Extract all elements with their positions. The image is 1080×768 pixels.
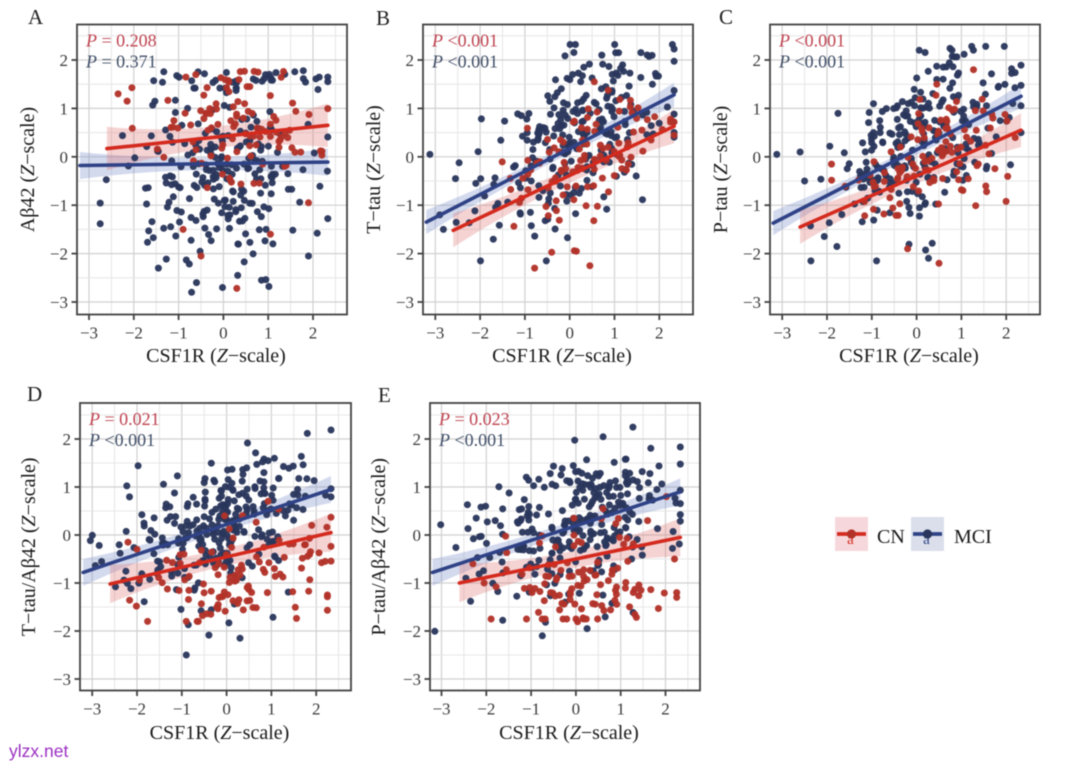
svg-text:Aβ42 (Z−scale): Aβ42 (Z−scale) [17, 107, 39, 232]
svg-text:−1: −1 [743, 196, 761, 215]
svg-text:2: 2 [753, 51, 762, 70]
svg-text:2: 2 [1002, 324, 1011, 343]
svg-text:0: 0 [413, 526, 422, 545]
svg-text:ylzx.net: ylzx.net [9, 741, 68, 761]
svg-text:−3: −3 [396, 293, 414, 312]
svg-text:P <0.001: P <0.001 [438, 430, 505, 450]
svg-text:2: 2 [413, 430, 422, 449]
svg-text:2: 2 [60, 51, 69, 70]
svg-text:T−tau/Aβ42 (Z−scale): T−tau/Aβ42 (Z−scale) [18, 457, 40, 636]
svg-text:0: 0 [219, 324, 228, 343]
svg-text:1: 1 [753, 99, 762, 118]
svg-text:CSF1R (Z−scale): CSF1R (Z−scale) [492, 345, 632, 367]
svg-text:−2: −2 [50, 245, 68, 264]
svg-text:−1: −1 [173, 700, 191, 719]
svg-text:−2: −2 [743, 245, 761, 264]
svg-text:−2: −2 [396, 245, 414, 264]
svg-text:2: 2 [309, 324, 318, 343]
svg-text:0: 0 [222, 700, 231, 719]
svg-text:P = 0.208: P = 0.208 [85, 31, 157, 51]
svg-text:a: a [847, 532, 854, 548]
svg-text:1: 1 [60, 99, 69, 118]
svg-text:E: E [378, 383, 391, 407]
svg-text:CSF1R (Z−scale): CSF1R (Z−scale) [499, 722, 639, 744]
svg-text:A: A [28, 5, 44, 29]
svg-text:P = 0.023: P = 0.023 [438, 409, 510, 429]
svg-text:1: 1 [63, 478, 72, 497]
svg-text:P <0.001: P <0.001 [778, 31, 845, 51]
svg-text:0: 0 [912, 324, 921, 343]
svg-text:P−tau (Z−scale): P−tau (Z−scale) [710, 106, 732, 234]
svg-text:1: 1 [616, 700, 625, 719]
svg-text:a: a [923, 532, 930, 548]
svg-text:0: 0 [572, 700, 581, 719]
svg-text:0: 0 [406, 148, 415, 167]
svg-text:1: 1 [267, 700, 276, 719]
svg-text:T−tau (Z−scale): T−tau (Z−scale) [363, 105, 385, 234]
svg-text:−2: −2 [128, 700, 146, 719]
svg-text:P−tau/Aβ42 (Z−scale): P−tau/Aβ42 (Z−scale) [368, 458, 390, 636]
svg-text:−3: −3 [773, 324, 791, 343]
svg-text:−1: −1 [516, 324, 534, 343]
svg-text:P <0.001: P <0.001 [431, 31, 498, 51]
svg-text:−1: −1 [396, 196, 414, 215]
svg-text:P <0.001: P <0.001 [88, 430, 155, 450]
svg-text:0: 0 [60, 148, 69, 167]
svg-text:P = 0.021: P = 0.021 [88, 409, 160, 429]
svg-text:B: B [376, 6, 390, 30]
svg-text:−2: −2 [818, 324, 836, 343]
svg-text:1: 1 [264, 324, 273, 343]
svg-text:CN: CN [877, 526, 905, 548]
svg-text:1: 1 [413, 478, 422, 497]
svg-text:CSF1R (Z−scale): CSF1R (Z−scale) [839, 345, 979, 367]
svg-text:−1: −1 [403, 574, 421, 593]
svg-text:P <0.001: P <0.001 [431, 52, 498, 72]
svg-text:−3: −3 [80, 324, 98, 343]
svg-text:P <0.001: P <0.001 [778, 52, 845, 72]
svg-text:−3: −3 [83, 700, 101, 719]
svg-text:−3: −3 [53, 670, 71, 689]
svg-text:−1: −1 [863, 324, 881, 343]
svg-text:MCI: MCI [954, 526, 992, 548]
svg-text:−2: −2 [471, 324, 489, 343]
svg-text:−3: −3 [50, 293, 68, 312]
svg-text:−1: −1 [170, 324, 188, 343]
svg-text:1: 1 [610, 324, 619, 343]
svg-text:−2: −2 [477, 700, 495, 719]
svg-text:−1: −1 [53, 574, 71, 593]
svg-text:1: 1 [957, 324, 966, 343]
svg-text:0: 0 [565, 324, 574, 343]
svg-text:2: 2 [655, 324, 664, 343]
svg-text:CSF1R (Z−scale): CSF1R (Z−scale) [150, 722, 290, 744]
svg-text:−1: −1 [522, 700, 540, 719]
svg-text:−3: −3 [432, 700, 450, 719]
svg-text:−1: −1 [50, 196, 68, 215]
svg-text:−3: −3 [426, 324, 444, 343]
svg-text:2: 2 [661, 700, 670, 719]
svg-text:1: 1 [406, 99, 415, 118]
svg-text:−2: −2 [53, 622, 71, 641]
svg-text:CSF1R (Z−scale): CSF1R (Z−scale) [146, 345, 286, 367]
svg-text:−3: −3 [743, 293, 761, 312]
svg-text:2: 2 [406, 51, 415, 70]
svg-text:2: 2 [312, 700, 321, 719]
svg-text:−2: −2 [125, 324, 143, 343]
svg-text:0: 0 [63, 526, 72, 545]
svg-text:0: 0 [753, 148, 762, 167]
svg-text:P = 0.371: P = 0.371 [85, 52, 157, 72]
svg-text:C: C [719, 5, 733, 29]
svg-text:−2: −2 [403, 622, 421, 641]
svg-text:2: 2 [63, 430, 72, 449]
svg-text:−3: −3 [403, 670, 421, 689]
svg-text:D: D [27, 382, 42, 406]
